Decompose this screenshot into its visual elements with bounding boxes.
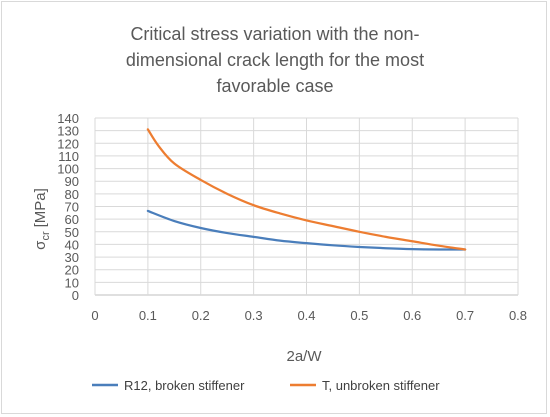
y-tick-label: 60 [65, 212, 79, 227]
y-tick-label: 120 [57, 136, 79, 151]
y-tick-label: 130 [57, 124, 79, 139]
legend-label-r12: R12, broken stiffener [124, 378, 245, 393]
y-axis-title-unit: [MPa] [32, 188, 49, 227]
chart-title-line-3: favorable case [216, 76, 333, 96]
x-tick-label: 0.2 [192, 308, 210, 323]
x-tick-label: 0 [91, 308, 98, 323]
x-axis-title: 2a/W [286, 348, 322, 365]
series-line-t-unbroken-stiffener [146, 128, 467, 251]
y-tick-label: 100 [57, 162, 79, 177]
chart-title: Critical stress variation with the non- … [126, 24, 424, 96]
gridlines [94, 117, 519, 296]
x-tick-label: 0.8 [509, 308, 527, 323]
y-tick-label: 70 [65, 200, 79, 215]
chart-title-line-1: Critical stress variation with the non- [130, 24, 419, 44]
x-tick-label: 0.3 [245, 308, 263, 323]
x-tick-label: 0.4 [297, 308, 315, 323]
y-axis-title-symbol: σ [32, 240, 49, 250]
y-tick-label: 10 [65, 275, 79, 290]
legend-label-t: T, unbroken stiffener [322, 378, 440, 393]
y-tick-label: 90 [65, 174, 79, 189]
y-tick-label: 140 [57, 111, 79, 126]
y-tick-label: 30 [65, 250, 79, 265]
x-axis-ticks: 0 0.1 0.2 0.3 0.4 0.5 0.6 0.7 0.8 [91, 308, 527, 323]
legend: R12, broken stiffener T, unbroken stiffe… [92, 378, 440, 393]
chart-title-line-2: dimensional crack length for the most [126, 50, 424, 70]
x-tick-label: 0.7 [456, 308, 474, 323]
x-tick-label: 0.5 [350, 308, 368, 323]
y-tick-label: 110 [58, 149, 79, 164]
y-tick-label: 0 [72, 288, 79, 303]
x-tick-label: 0.6 [403, 308, 421, 323]
series-line-r12-broken-stiffener [146, 209, 467, 251]
y-tick-label: 80 [65, 187, 79, 202]
x-tick-label: 0.1 [139, 308, 157, 323]
y-axis-title-subscript: cr [40, 231, 52, 241]
y-tick-label: 20 [65, 263, 79, 278]
y-tick-label: 40 [65, 237, 79, 252]
y-tick-label: 50 [65, 225, 79, 240]
series-lines [146, 128, 467, 251]
y-axis-title: σcr [MPa] [32, 188, 52, 250]
